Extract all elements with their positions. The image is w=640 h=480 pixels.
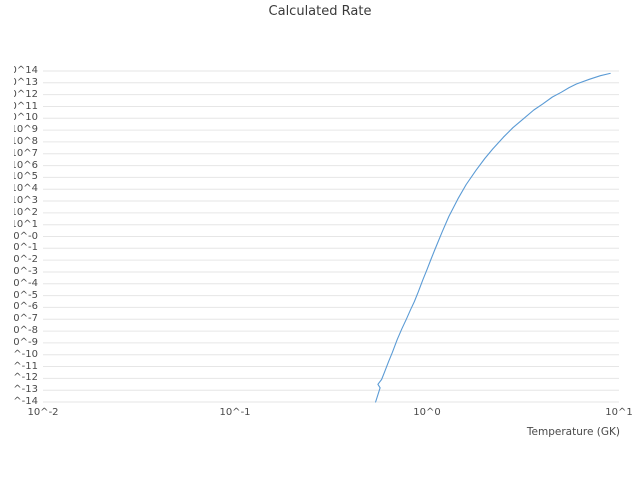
y-tick-label: 10^10 — [14, 112, 38, 124]
y-axis-tick-labels: 10^1410^1310^1210^1110^1010^910^810^710^… — [14, 0, 38, 480]
y-tick-label: 10^-2 — [14, 254, 38, 266]
y-tick-label: 10^-1 — [14, 242, 38, 254]
y-tick-label: 10^-6 — [14, 301, 38, 313]
y-tick-label: 10^-0 — [14, 230, 38, 242]
y-tick-label: 10^8 — [14, 135, 38, 147]
x-axis-label: Temperature (GK) — [526, 426, 620, 438]
chart-title: Calculated Rate — [268, 4, 372, 19]
y-tick-label: 10^11 — [14, 100, 38, 112]
y-tick-label: 10^1 — [14, 218, 38, 230]
y-tick-label: 10^-10 — [14, 348, 38, 360]
y-tick-label: 10^-13 — [14, 384, 38, 396]
y-tick-label: 10^4 — [14, 183, 38, 195]
y-tick-label: 10^14 — [14, 65, 38, 76]
y-tick-label: 10^13 — [14, 76, 38, 88]
y-tick-label: 10^7 — [14, 147, 38, 159]
y-tick-label: 10^5 — [14, 171, 38, 183]
y-tick-label: 10^-4 — [14, 277, 38, 289]
y-tick-label: 10^-5 — [14, 289, 38, 301]
rate-curve — [375, 72, 611, 403]
y-tick-label: 10^3 — [14, 195, 38, 206]
y-tick-label: 10^-9 — [14, 336, 38, 348]
y-tick-label: 10^-8 — [14, 325, 38, 337]
y-tick-label: 10^6 — [14, 159, 38, 171]
y-tick-label: 10^2 — [14, 206, 38, 218]
y-tick-label: 10^-11 — [14, 360, 38, 372]
y-tick-label: 10^-14 — [14, 396, 38, 407]
y-tick-label: 10^-7 — [14, 313, 38, 325]
y-tick-label: 10^-3 — [14, 266, 38, 277]
y-tick-label: 10^9 — [14, 124, 38, 136]
y-tick-label: 10^12 — [14, 88, 38, 100]
y-tick-label: 10^-12 — [14, 372, 38, 384]
